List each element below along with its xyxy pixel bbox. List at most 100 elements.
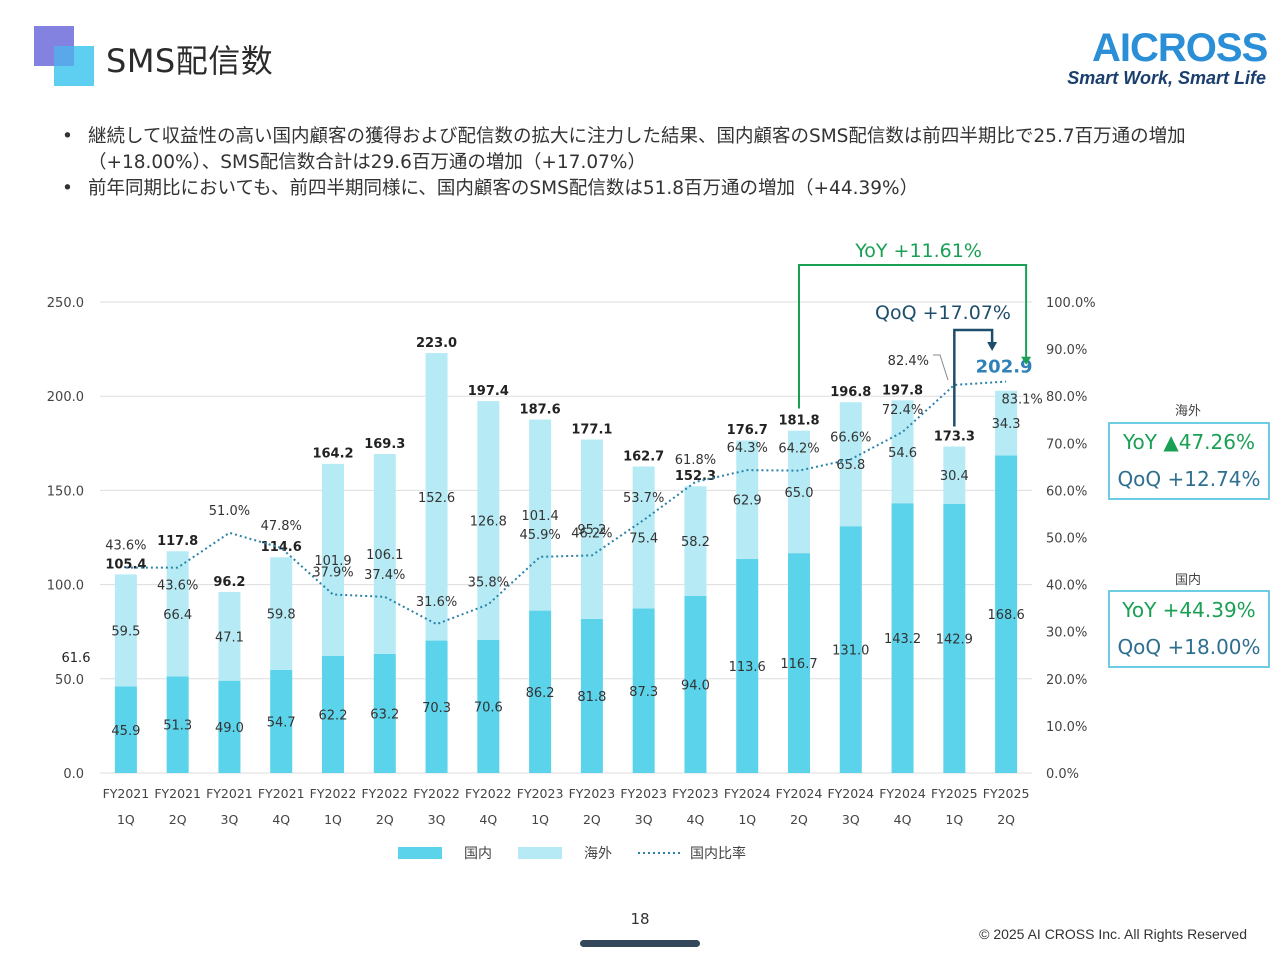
domestic-data-label: 116.7 xyxy=(780,657,817,672)
x-tick-label: FY2021 xyxy=(103,786,150,801)
ratio-label-leader xyxy=(933,354,949,381)
domestic-box-label: 国内 xyxy=(1174,573,1201,588)
x-tick-label: FY2024 xyxy=(724,786,771,801)
y-tick-label: 150.0 xyxy=(47,484,84,499)
total-data-label: 162.7 xyxy=(623,449,664,464)
x-tick-label: FY2021 xyxy=(258,786,305,801)
overseas-data-label: 34.3 xyxy=(992,417,1021,432)
domestic-bar xyxy=(839,526,862,773)
overseas-bar xyxy=(322,463,344,656)
overseas-data-label: 126.8 xyxy=(470,515,507,530)
domestic-data-label: 70.6 xyxy=(474,700,503,715)
total-data-label: 96.2 xyxy=(213,575,245,590)
y2-tick-label: 0.0% xyxy=(1046,767,1079,782)
ratio-data-label: 66.6% xyxy=(830,430,871,445)
total-data-label: 114.6 xyxy=(261,540,302,555)
logo-text: AICROSS xyxy=(1092,26,1268,70)
x-tick-label: 4Q xyxy=(894,812,912,827)
total-data-label: 117.8 xyxy=(157,534,198,549)
domestic-bar xyxy=(529,610,552,773)
total-data-label: 197.4 xyxy=(468,384,509,399)
x-tick-label: 4Q xyxy=(687,812,705,827)
x-tick-label: FY2023 xyxy=(517,786,564,801)
x-tick-label: FY2022 xyxy=(361,786,408,801)
overseas-bar xyxy=(114,574,137,687)
qoq-bracket xyxy=(953,328,994,427)
total-data-label: 176.7 xyxy=(727,423,768,438)
x-tick-label: FY2022 xyxy=(310,786,357,801)
logo-tagline: Smart Work, Smart Life xyxy=(1067,68,1266,88)
overseas-bar xyxy=(684,486,707,596)
y2-tick-label: 90.0% xyxy=(1046,343,1087,358)
ratio-data-label: 82.4% xyxy=(888,354,929,369)
total-data-label: 187.6 xyxy=(520,403,561,418)
x-tick-label: FY2023 xyxy=(672,786,719,801)
x-tick-label: FY2021 xyxy=(154,786,201,801)
y2-tick-label: 80.0% xyxy=(1046,390,1087,405)
legend-swatch-domestic xyxy=(398,847,442,859)
total-data-label: 197.8 xyxy=(882,383,923,398)
yoy-bracket xyxy=(798,264,1028,409)
overseas-data-label: 66.4 xyxy=(163,608,192,623)
overseas-data-label: 65.8 xyxy=(836,458,865,473)
ratio-data-label: 43.6% xyxy=(105,539,146,554)
ratio-data-label: 64.2% xyxy=(778,442,819,457)
x-tick-label: 2Q xyxy=(169,812,187,827)
overseas-box-label: 海外 xyxy=(1174,404,1201,419)
y2-tick-label: 40.0% xyxy=(1046,579,1087,594)
domestic-data-label: 142.9 xyxy=(936,632,973,647)
ratio-data-label: 51.0% xyxy=(209,504,250,519)
overseas-data-label: 59.8 xyxy=(267,608,296,623)
total-data-label: 169.3 xyxy=(364,437,405,452)
domestic-qoq: QoQ +18.00% xyxy=(1117,635,1261,659)
overseas-data-label: 95.2 xyxy=(577,523,606,538)
legend-swatch-overseas xyxy=(518,847,562,859)
qoq-annotation: QoQ +17.07% xyxy=(875,302,1011,324)
x-tick-label: 3Q xyxy=(428,812,446,827)
y-tick-label: 100.0 xyxy=(47,579,84,594)
domestic-data-label: 70.3 xyxy=(422,701,451,716)
x-tick-label: 2Q xyxy=(790,812,808,827)
y-tick-label: 50.0 xyxy=(55,673,84,688)
total-data-label: 196.8 xyxy=(830,385,871,400)
page-indicator-bar xyxy=(580,940,700,947)
x-tick-label: FY2023 xyxy=(620,786,667,801)
total-data-label: 202.9 xyxy=(976,357,1033,378)
domestic-bar xyxy=(477,639,500,773)
total-data-label: 164.2 xyxy=(312,447,353,462)
domestic-data-label: 86.2 xyxy=(526,686,555,701)
domestic-data-label: 54.7 xyxy=(267,715,296,730)
y2-tick-label: 30.0% xyxy=(1046,626,1087,641)
domestic-data-label: 62.2 xyxy=(319,708,348,723)
bullet-list: 継続して収益性の高い国内顧客の獲得および配信数の拡大に注力した結果、国内顧客のS… xyxy=(62,124,1232,202)
x-tick-label: FY2024 xyxy=(879,786,926,801)
overseas-bar xyxy=(943,446,966,504)
total-data-label: 152.3 xyxy=(675,469,716,484)
y-tick-label: 250.0 xyxy=(47,296,84,311)
overseas-bar xyxy=(839,402,862,527)
total-data-label: 177.1 xyxy=(571,422,612,437)
x-tick-label: FY2024 xyxy=(776,786,823,801)
overseas-data-label: 58.2 xyxy=(681,535,710,550)
overseas-bar xyxy=(373,454,396,654)
domestic-bar xyxy=(425,640,448,773)
x-tick-label: 4Q xyxy=(479,812,497,827)
overseas-yoy: YoY ▲47.26% xyxy=(1122,430,1255,454)
domestic-bar xyxy=(322,655,344,773)
domestic-yoy: YoY +44.39% xyxy=(1122,598,1256,622)
domestic-bar xyxy=(736,558,759,773)
overseas-qoq: QoQ +12.74% xyxy=(1117,467,1261,491)
y2-tick-label: 70.0% xyxy=(1046,437,1087,452)
x-tick-label: 1Q xyxy=(117,812,135,827)
legend-label-ratio: 国内比率 xyxy=(690,845,746,862)
overseas-bar xyxy=(166,551,189,677)
ratio-data-label: 46.2% xyxy=(571,526,612,541)
x-tick-label: 2Q xyxy=(997,812,1015,827)
x-tick-label: FY2024 xyxy=(827,786,874,801)
qoq-arrow-icon xyxy=(987,342,998,351)
overseas-data-label: 59.5 xyxy=(111,624,140,639)
bullet-item: 前年同期比においても、前四半期同様に、国内顧客のSMS配信数は51.8百万通の増… xyxy=(62,176,1232,202)
overseas-data-label: 101.9 xyxy=(314,554,351,569)
ratio-data-label: 64.3% xyxy=(727,441,768,456)
x-tick-label: FY2022 xyxy=(413,786,460,801)
